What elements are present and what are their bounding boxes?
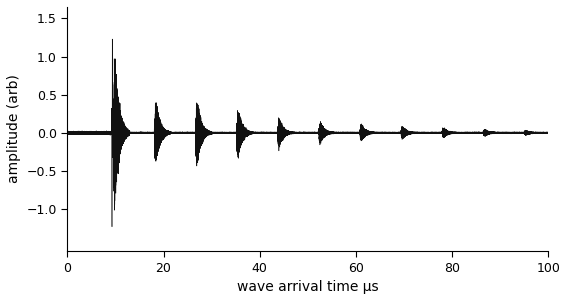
Y-axis label: amplitude (arb): amplitude (arb) — [7, 75, 21, 183]
X-axis label: wave arrival time μs: wave arrival time μs — [237, 280, 379, 294]
